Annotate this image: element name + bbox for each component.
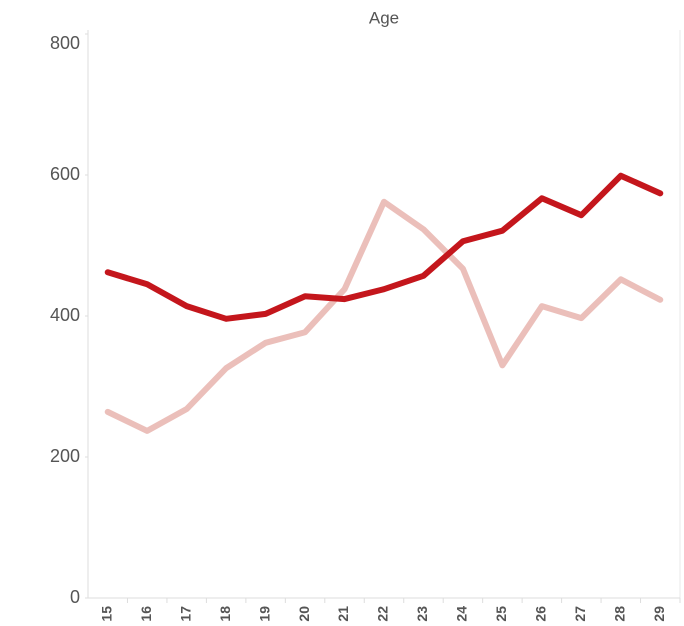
y-tick-label: 600 (50, 164, 80, 184)
x-tick-label: 22 (375, 606, 391, 622)
chart-title: Age (369, 8, 399, 27)
y-tick-label: 200 (50, 446, 80, 466)
x-tick-label: 26 (533, 606, 549, 622)
line-series (104, 172, 664, 322)
x-tick-label: 25 (493, 606, 509, 622)
x-tick-label: 23 (414, 606, 430, 622)
y-tick-label: 400 (50, 305, 80, 325)
x-tick-label: 27 (572, 606, 588, 622)
x-tick-label: 19 (256, 606, 272, 622)
y-tick-label: 0 (70, 587, 80, 607)
x-tick-label: 17 (177, 606, 193, 622)
y-tick-label: 800 (50, 33, 80, 53)
x-tick-label: 24 (454, 606, 470, 622)
line-series (104, 198, 664, 434)
x-tick-label: 21 (335, 606, 351, 622)
x-tick-label: 16 (138, 606, 154, 622)
x-tick-label: 18 (217, 606, 233, 622)
x-tick-label: 20 (296, 606, 312, 622)
x-tick-label: 15 (98, 606, 114, 622)
x-tick-label: 28 (612, 606, 628, 622)
x-tick-label: 29 (651, 606, 667, 622)
